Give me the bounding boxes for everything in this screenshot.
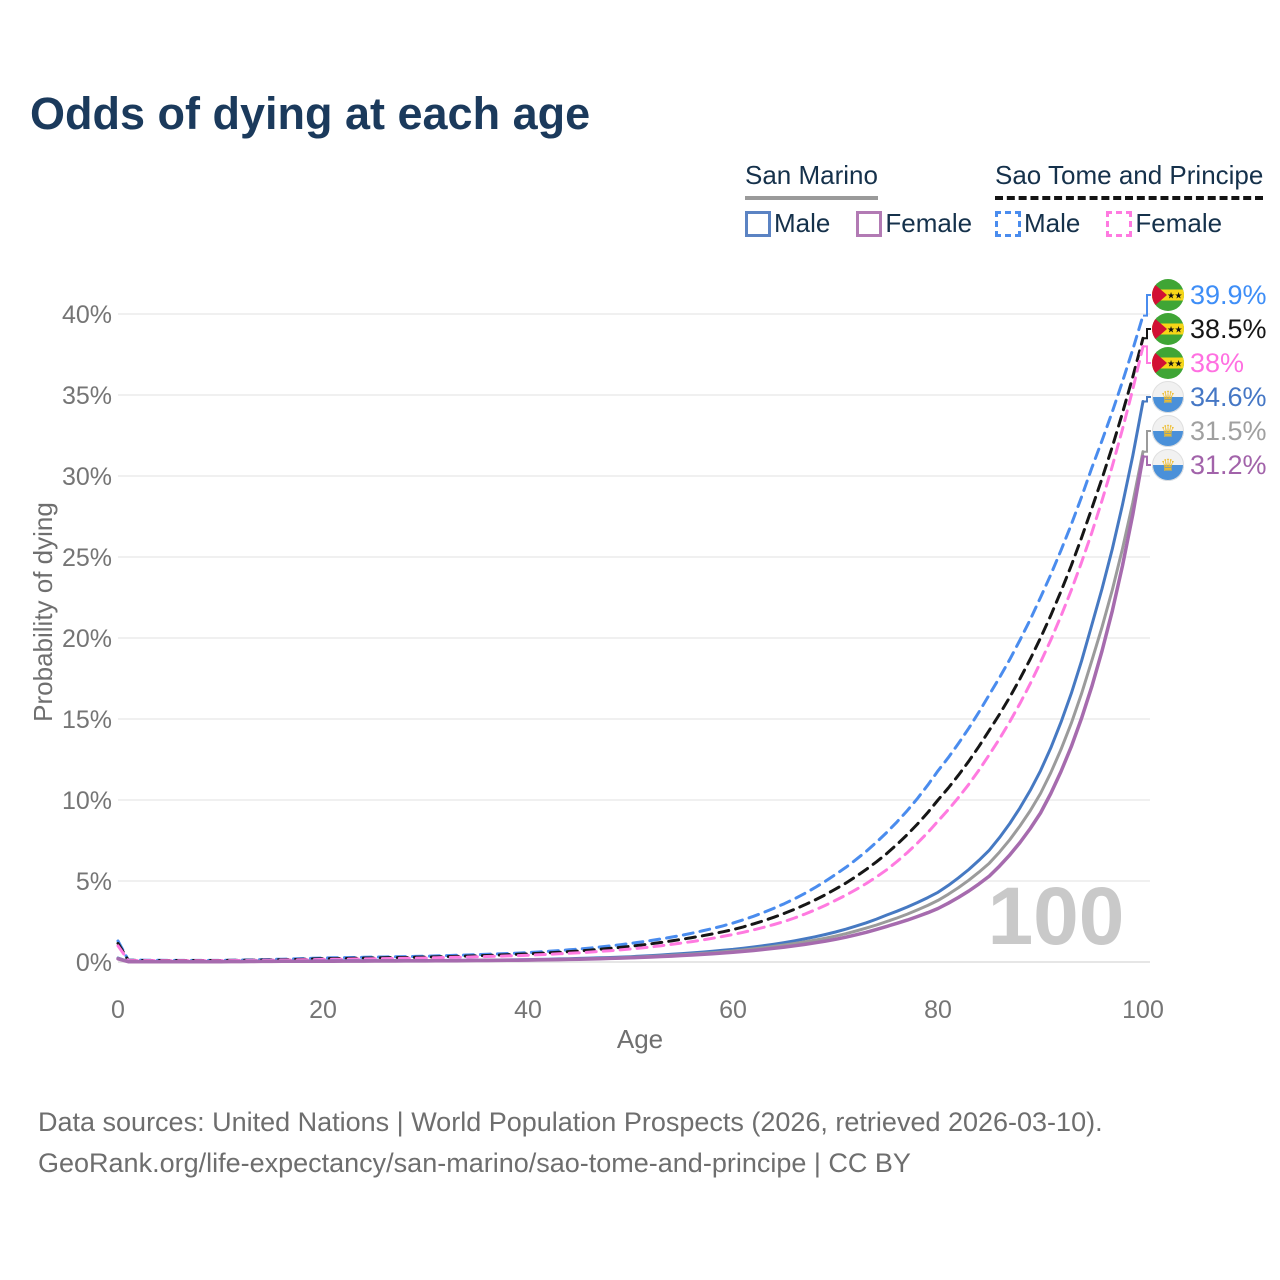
callout-connector [1143,345,1151,364]
legend-item-sao-tome-female[interactable]: Female [1106,208,1222,239]
legend-item-san-marino-male[interactable]: Male [745,208,830,239]
x-axis-title: Age [617,1024,663,1054]
svg-text:★: ★ [1167,359,1175,369]
svg-text:★: ★ [1167,291,1175,301]
legend-group-sao-tome: Sao Tome and Principe Male Female [995,160,1264,239]
end-value-label-sao-tome-female: 38% [1190,348,1244,378]
x-tick-label: 60 [719,996,747,1024]
legend-label: Female [1135,208,1223,238]
x-tick-label: 0 [111,996,125,1024]
legend-swatch-san-marino-female [856,210,883,237]
flag-sao-tome-icon: ★ ★ [1152,313,1184,345]
footer-attribution: GeoRank.org/life-expectancy/san-marino/s… [38,1148,911,1178]
legend-item-sao-tome-male[interactable]: Male [995,208,1080,239]
end-value-label-san-marino-female: 31.2% [1190,450,1267,480]
legend-row: Male Female [995,208,1263,239]
flag-san-marino-icon: ♛ [1152,449,1184,481]
x-tick-label: 100 [1122,996,1164,1024]
callout-connector [1143,294,1151,317]
flag-sao-tome-icon: ★ ★ [1152,279,1184,311]
y-tick-label: 30% [62,463,112,491]
end-value-label-sao-tome-male: 39.9% [1190,280,1267,310]
svg-text:♛: ♛ [1160,422,1175,441]
flag-san-marino-icon: ♛ [1152,381,1184,413]
series-line-sao-tome-female[interactable] [116,344,1145,963]
legend-label: Male [1024,208,1081,238]
y-tick-label: 15% [62,706,112,734]
footer-data-sources: Data sources: United Nations | World Pop… [38,1107,1103,1137]
legend-swatch-sao-tome-female [1106,210,1133,237]
series-line-sao-tome-total[interactable] [116,336,1145,962]
y-tick-label: 20% [62,625,112,653]
svg-text:★: ★ [1174,359,1182,369]
y-tick-label: 5% [76,868,112,896]
legend-label: Female [885,208,973,238]
legend-swatch-sao-tome-male [995,210,1021,237]
legend-header-sao-tome[interactable]: Sao Tome and Principe [995,160,1264,200]
y-tick-label: 35% [62,382,112,410]
end-value-label-san-marino-male: 34.6% [1190,382,1267,412]
legend-label: Male [774,208,831,238]
svg-text:★: ★ [1174,291,1182,301]
legend-item-san-marino-female[interactable]: Female [856,208,972,239]
svg-text:♛: ♛ [1160,456,1175,475]
legend-swatch-san-marino-male [745,210,771,237]
y-tick-label: 0% [76,949,112,977]
flag-san-marino-icon: ♛ [1152,415,1184,447]
legend-group-san-marino: San Marino Male Female [745,160,972,239]
end-value-label-san-marino-total: 31.5% [1190,416,1267,446]
end-value-label-sao-tome-total: 38.5% [1190,314,1267,344]
flag-sao-tome-icon: ★ ★ [1152,347,1184,379]
legend-row: Male Female [745,208,972,239]
legend-header-san-marino[interactable]: San Marino [745,160,878,200]
gridlines [118,313,1150,963]
svg-text:★: ★ [1174,325,1182,335]
y-tick-label: 40% [62,301,112,329]
callout-connector [1143,430,1151,453]
series-line-san-marino-female[interactable] [116,454,1145,964]
callout-connector [1143,455,1151,466]
x-tick-label: 20 [309,996,337,1024]
callout-connector [1143,396,1151,403]
axis-ticks: 0% 5% 10% 15% 20% 25% 30% 35% 40% 0 20 40 60 80 100 [62,301,1164,1024]
end-labels: ★ ★ 39.9%★ ★ 38.5%★ ★ 38%♛ 34.6%♛ 31.5%♛ 31.2% [1143,279,1267,481]
page-title: Odds of dying at each age [30,88,591,139]
series-lines [116,314,1145,964]
callout-connector [1143,328,1151,340]
footer: Data sources: United Nations | World Pop… [38,1102,1103,1184]
svg-text:♛: ♛ [1160,388,1175,407]
y-axis-title: Probability of dying [28,502,58,722]
y-tick-label: 25% [62,544,112,572]
x-tick-label: 80 [924,996,952,1024]
svg-text:★: ★ [1167,325,1175,335]
x-tick-label: 40 [514,996,542,1024]
hover-age-watermark: 100 [988,871,1125,962]
y-tick-label: 10% [62,787,112,815]
